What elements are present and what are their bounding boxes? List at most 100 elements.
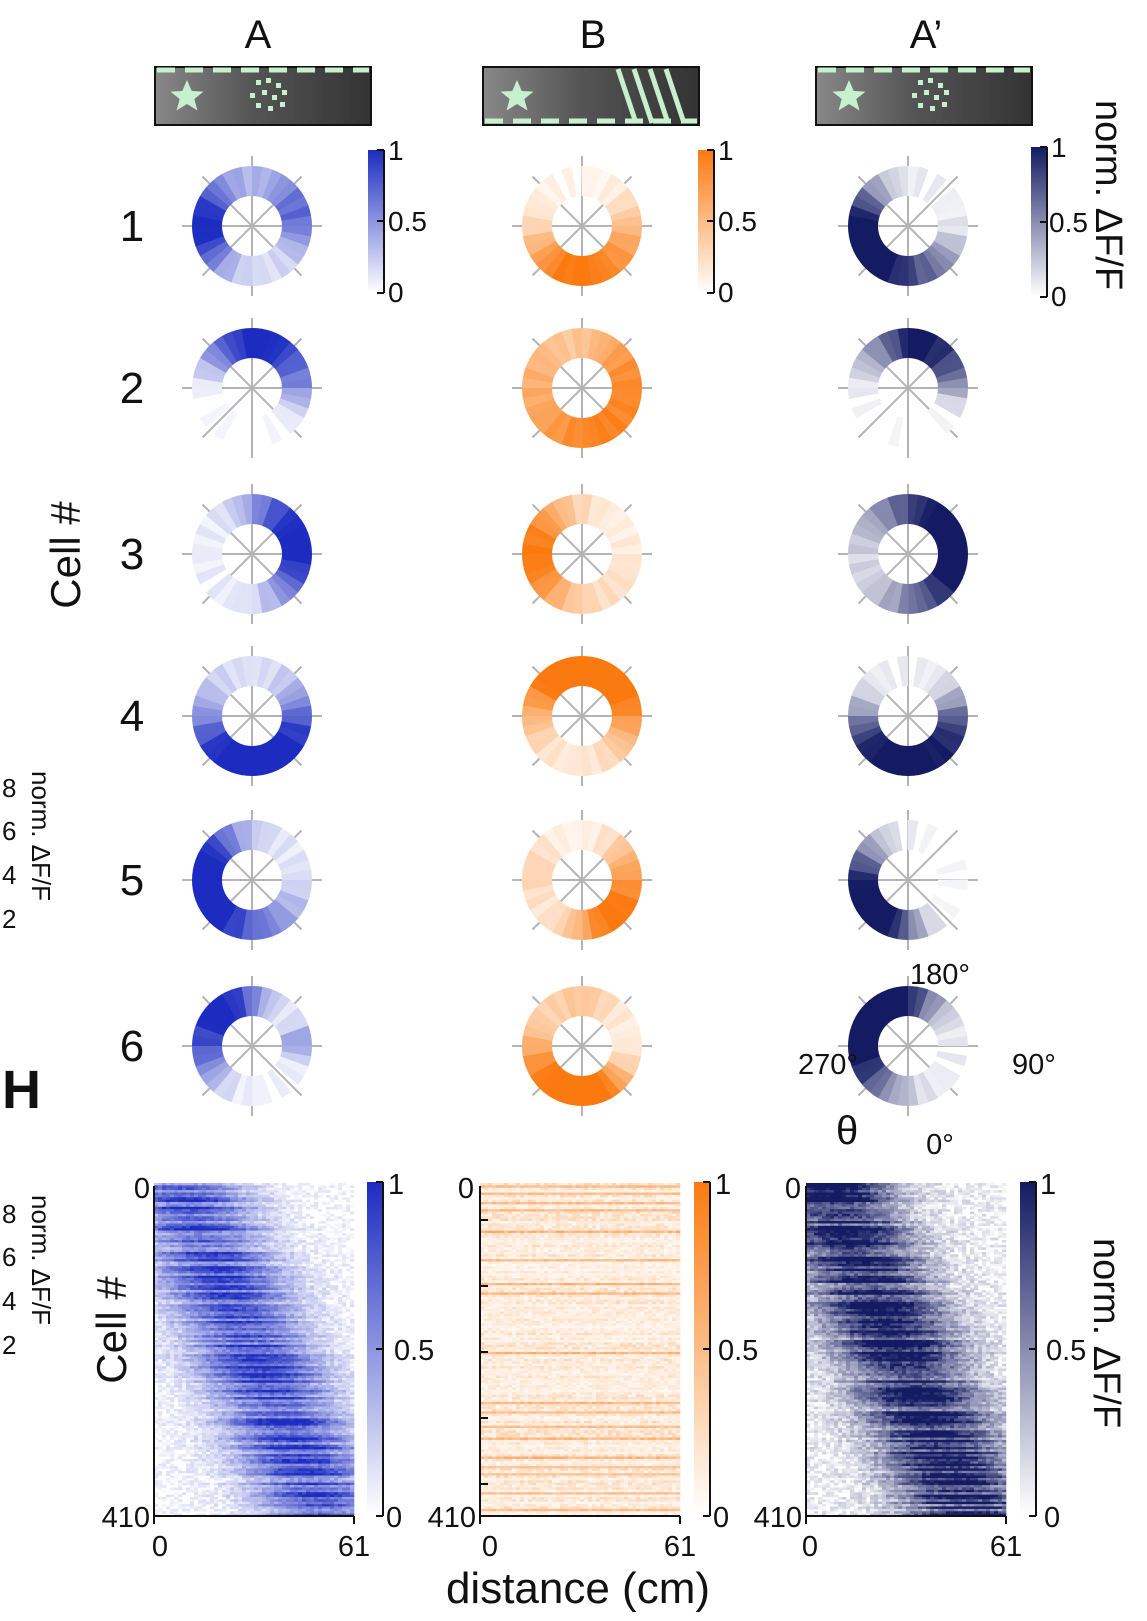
heatmap-cell [226,1382,231,1386]
heatmap-cell [178,1268,183,1272]
heatmap-cell [178,1209,183,1212]
heatmap-cell [250,1273,255,1277]
heatmap-cell [182,1266,187,1269]
heatmap-cell [250,1240,255,1243]
heatmap-cell [298,1316,303,1319]
heatmap-cell [282,1237,287,1241]
heatmap-cell [222,1306,227,1310]
heatmap-cell [302,1287,307,1291]
heatmap-cell [330,1304,335,1307]
heatmap-cell [322,1235,327,1239]
heatmap-cell [162,1192,167,1196]
heatmap-cell [202,1199,207,1203]
heatmap-cell [242,1275,247,1279]
heatmap-cell [334,1292,339,1296]
heatmap-cell [290,1287,295,1291]
heatmap-cell [198,1304,203,1307]
heatmap-cell [258,1366,263,1369]
heatmap-cell [350,1218,355,1222]
heatmap-cell [290,1380,295,1384]
heatmap-cell [266,1204,271,1208]
polar-wedge [611,214,643,226]
heatmap-cell [254,1244,259,1248]
heatmap-cell [298,1285,303,1288]
heatmap-cell [290,1342,295,1346]
heatmap-cell [330,1244,335,1248]
heatmap-cell [206,1204,211,1208]
heatmap-cell [190,1242,195,1246]
heatmap-cell [270,1370,275,1374]
heatmap-cell [186,1235,191,1239]
heatmap-cell [298,1199,303,1203]
heatmap-cell [282,1337,287,1341]
polar-wedge [927,245,955,272]
heatmap-cell [198,1370,203,1374]
heatmap-cell [234,1294,239,1298]
heatmap-cell [206,1297,211,1300]
heatmap-cell [238,1278,243,1281]
heatmap-cell [334,1313,339,1317]
heatmap-cell [314,1389,319,1393]
colorbar-tick-label: 0.5 [388,206,427,237]
heatmap-cell [182,1280,187,1284]
heatmap-cell [342,1290,347,1293]
heatmap-cell [286,1275,291,1279]
heatmap-cell [246,1280,251,1284]
heatmap-cell [262,1394,267,1398]
heatmap-cell [202,1256,207,1260]
heatmap-cell [158,1373,163,1376]
heatmap-cell [326,1247,331,1250]
heatmap-cell [190,1285,195,1288]
heatmap-cell [222,1387,227,1391]
heatmap-cell [234,1228,239,1231]
heatmap-cell [250,1206,255,1210]
heatmap-cell [278,1397,283,1400]
heatmap-cell [178,1194,183,1198]
heatmap-cell [250,1382,255,1386]
heatmap-cell [278,1263,283,1267]
heatmap-cell [266,1263,271,1267]
heatmap-cell [266,1228,271,1231]
heatmap-cell [254,1235,259,1239]
heatmap-cell [346,1378,351,1381]
heatmap-cell [334,1330,339,1334]
heatmap-cell [278,1278,283,1281]
heatmap-cell [294,1290,299,1293]
heatmap-cell [282,1328,287,1331]
heatmap-cell [194,1356,199,1360]
heatmap-cell [190,1387,195,1391]
heatmap-cell [186,1389,191,1393]
heatmap-cell [178,1330,183,1334]
heatmap-cell [194,1194,199,1198]
heatmap-cell [182,1366,187,1369]
heatmap-cell [210,1247,215,1250]
heatmap-cell [178,1370,183,1374]
heatmap-cell [186,1292,191,1296]
heatmap-cell [306,1344,311,1348]
heatmap-cell [266,1363,271,1367]
heatmap-cell [206,1387,211,1391]
heatmap-cell [342,1292,347,1296]
heatmap-cell [194,1366,199,1369]
heatmap-cell [282,1299,287,1303]
heatmap-cell [234,1363,239,1367]
heatmap-cell [226,1301,231,1305]
heatmap-cell [190,1380,195,1384]
heatmap-cell [322,1292,327,1296]
heatmap-cell [218,1204,223,1208]
heatmap-cell [222,1199,227,1203]
heatmap-cell [190,1190,195,1193]
heatmap-cell [282,1240,287,1243]
heatmap-cell [326,1387,331,1391]
heatmap-cell [218,1399,223,1403]
heatmap-cell [326,1297,331,1300]
heatmap-cell [318,1387,323,1391]
heatmap-cell [294,1318,299,1322]
angle-label-180: 180° [910,959,970,991]
polar-wedge [897,255,909,286]
heatmap-cell [206,1223,211,1227]
polar-plot-cell-1-B [512,156,652,296]
heatmap-cell [274,1316,279,1319]
heatmap-cell [194,1254,199,1258]
heatmap-cell [326,1266,331,1269]
